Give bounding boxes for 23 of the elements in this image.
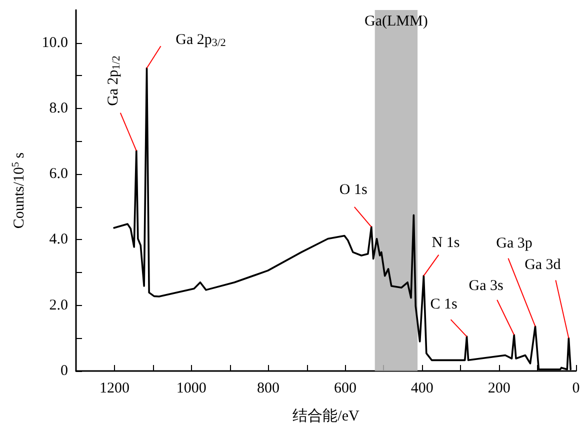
x-tick-label: 600 — [334, 380, 356, 396]
x-tick-label: 800 — [257, 380, 280, 396]
x-tick-label: 400 — [410, 380, 434, 396]
band-label: Ga(LMM) — [364, 14, 428, 30]
y-tick-label: 0 — [60, 363, 68, 379]
y-tick-label: 6.0 — [49, 166, 68, 182]
x-tick-label: 0 — [572, 380, 580, 396]
annotation: O 1s — [339, 182, 368, 198]
y-tick-label: 4.0 — [49, 232, 68, 248]
annotation: N 1s — [432, 234, 460, 251]
x-tick-label: 200 — [488, 380, 510, 396]
annotation: C 1s — [430, 296, 458, 313]
y-tick-label: 2.0 — [49, 297, 68, 314]
y-axis-title: Counts/105 s — [10, 152, 28, 229]
x-tick-label: 1200 — [99, 380, 130, 396]
annotation: Ga 3p — [496, 235, 532, 252]
annotation: Ga 2p1/2 — [105, 56, 122, 106]
y-tick-label: 10.0 — [42, 34, 68, 51]
y-tick-label: 8.0 — [49, 100, 68, 116]
annotation: Ga 3s — [468, 278, 504, 294]
annotation: Ga 3d — [524, 257, 562, 274]
x-tick-label: 1000 — [176, 380, 206, 396]
x-axis-title: 结合能/eV — [292, 408, 360, 424]
